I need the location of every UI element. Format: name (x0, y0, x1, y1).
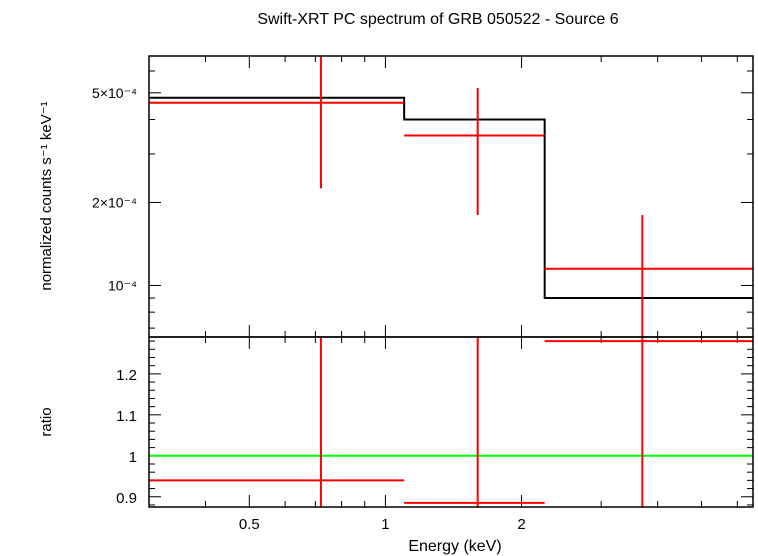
x-axis-label: Energy (keV) (408, 538, 501, 555)
spectrum-data-point (544, 215, 753, 337)
x-tick-label: 1 (381, 516, 389, 533)
ratio-data-point (544, 337, 753, 507)
x-tick-label: 2 (517, 516, 525, 533)
y-tick-label: 0.9 (116, 490, 137, 507)
ratio-data-point (149, 337, 405, 507)
ratio-panel: 0.5 1 2 0.9 1 1.1 1.2 (116, 337, 753, 533)
ratio-panel-tick-labels: 0.5 1 2 0.9 1 1.1 1.2 (116, 367, 526, 533)
spectrum-data-point (404, 88, 545, 216)
spectrum-panel: 5×10⁻⁴ 2×10⁻⁴ 10⁻⁴ (92, 56, 753, 337)
model-curve (149, 96, 753, 300)
ratio-panel-frame (148, 336, 754, 508)
y-tick-label: 1.2 (116, 367, 137, 384)
y-tick-label: 5×10⁻⁴ (92, 85, 137, 101)
ratio-data-points (149, 337, 753, 507)
x-tick-label: 0.5 (239, 516, 260, 533)
model-step-line (149, 96, 753, 300)
ratio-panel-ticks (149, 337, 753, 507)
top-panel-ticks (149, 56, 753, 337)
bottom-y-axis-label: ratio (38, 407, 55, 436)
y-tick-label: 2×10⁻⁴ (92, 194, 137, 210)
ratio-data-point (404, 337, 545, 507)
y-tick-label: 1.1 (116, 408, 137, 425)
y-tick-label: 10⁻⁴ (108, 277, 137, 293)
top-y-axis-label: normalized counts s⁻¹ keV⁻¹ (38, 101, 55, 290)
top-panel-tick-labels: 5×10⁻⁴ 2×10⁻⁴ 10⁻⁴ (92, 85, 137, 294)
y-tick-label: 1 (129, 449, 137, 466)
chart-title: Swift-XRT PC spectrum of GRB 050522 - So… (257, 11, 618, 28)
spectrum-data-points (149, 56, 753, 337)
spectrum-data-point (149, 56, 405, 189)
